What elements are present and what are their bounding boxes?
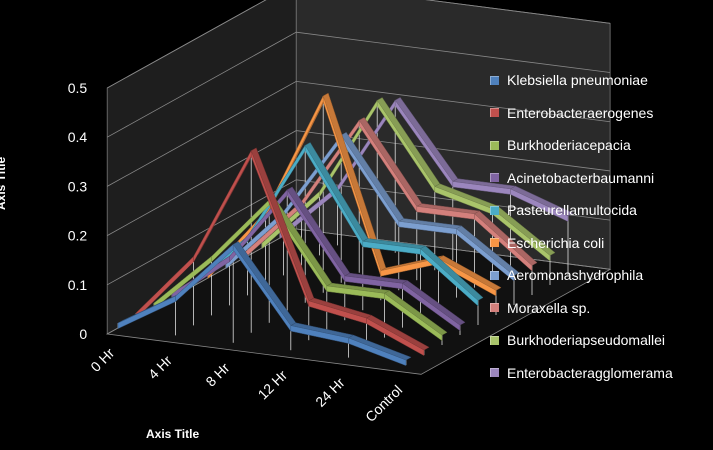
legend-label: Escherichia coli	[507, 234, 605, 251]
y-tick-label: 0.4	[68, 129, 88, 145]
y-tick-labels: 0 0.1 0.2 0.3 0.4 0.5	[68, 80, 88, 342]
legend-item: Enterobacteragglomerama	[490, 357, 710, 390]
legend-swatch	[490, 173, 499, 183]
series-0	[117, 241, 412, 366]
series-ribbon-face	[420, 248, 479, 307]
series-9	[279, 97, 574, 240]
legend-item: Burkhoderiacepacia	[490, 129, 710, 162]
legend-swatch	[490, 335, 499, 345]
gridline	[107, 31, 611, 138]
legend-label: Pasteurellamultocida	[507, 202, 637, 219]
gridline	[107, 80, 611, 187]
legend-item: Aeromonashydrophila	[490, 259, 710, 292]
series-1	[135, 147, 430, 357]
legend-swatch	[490, 140, 499, 150]
x-tick-label: 4 Hr	[145, 352, 175, 382]
legend-item: Enterobacteraerogenes	[490, 97, 710, 130]
series-layer	[117, 92, 574, 366]
series-ribbon-face	[510, 188, 569, 222]
x-tick-label: 12 Hr	[255, 367, 291, 403]
legend-item: Klebsiella pneumoniae	[490, 64, 710, 97]
series-ribbon-face	[348, 337, 407, 366]
y-tick-label: 0.2	[68, 228, 88, 244]
series-ribbon-face	[474, 213, 533, 272]
legend-swatch	[490, 238, 499, 248]
x-tick-label: 0 Hr	[87, 345, 117, 375]
legend-label: Aeromonashydrophila	[507, 267, 644, 284]
legend-swatch	[490, 303, 499, 313]
legend-label: Acinetobacterbaumanni	[507, 169, 655, 186]
gridline	[107, 130, 611, 236]
legend-swatch	[490, 75, 499, 85]
y-tick-label: 0.3	[68, 178, 88, 194]
legend-item: Escherichia coli	[490, 227, 710, 260]
legend-label: Burkhoderiapseudomallei	[507, 332, 665, 349]
gridline	[107, 0, 611, 89]
gridline	[107, 179, 611, 286]
series-6	[225, 132, 520, 282]
legend-label: Moraxella sp.	[507, 299, 591, 316]
legend-item: Burkhoderiapseudomallei	[490, 324, 710, 357]
series-2	[153, 196, 448, 342]
series-ribbon-face	[402, 282, 461, 332]
x-tick-label: Control	[362, 382, 405, 425]
legend-swatch	[490, 270, 499, 280]
legend: Klebsiella pneumoniae Enterobacteraerogen…	[490, 64, 710, 389]
legend-swatch	[490, 368, 499, 378]
legend-swatch	[490, 108, 499, 118]
legend-swatch	[490, 205, 499, 215]
x-tick-label: 8 Hr	[203, 359, 233, 389]
series-ribbon-face	[384, 292, 443, 342]
legend-item: Moraxella sp.	[490, 292, 710, 325]
legend-label: Enterobacteraerogenes	[507, 104, 654, 121]
legend-item: Acinetobacterbaumanni	[490, 162, 710, 195]
legend-label: Burkhoderiacepacia	[507, 137, 631, 154]
y-tick-label: 0.1	[68, 277, 88, 293]
gridlines	[107, 0, 611, 335]
legend-item: Pasteurellamultocida	[490, 194, 710, 227]
legend-label: Klebsiella pneumoniae	[507, 72, 648, 89]
series-ribbon-face	[456, 228, 515, 282]
y-axis-title: Axis Title	[0, 156, 8, 210]
x-tick-label: 24 Hr	[312, 374, 348, 410]
series-ribbon-face	[366, 317, 425, 357]
y-tick-label: 0.5	[68, 80, 88, 96]
x-axis-title: Axis Title	[146, 427, 200, 441]
y-tick-label: 0	[79, 326, 87, 342]
legend-label: Enterobacteragglomerama	[507, 364, 673, 381]
